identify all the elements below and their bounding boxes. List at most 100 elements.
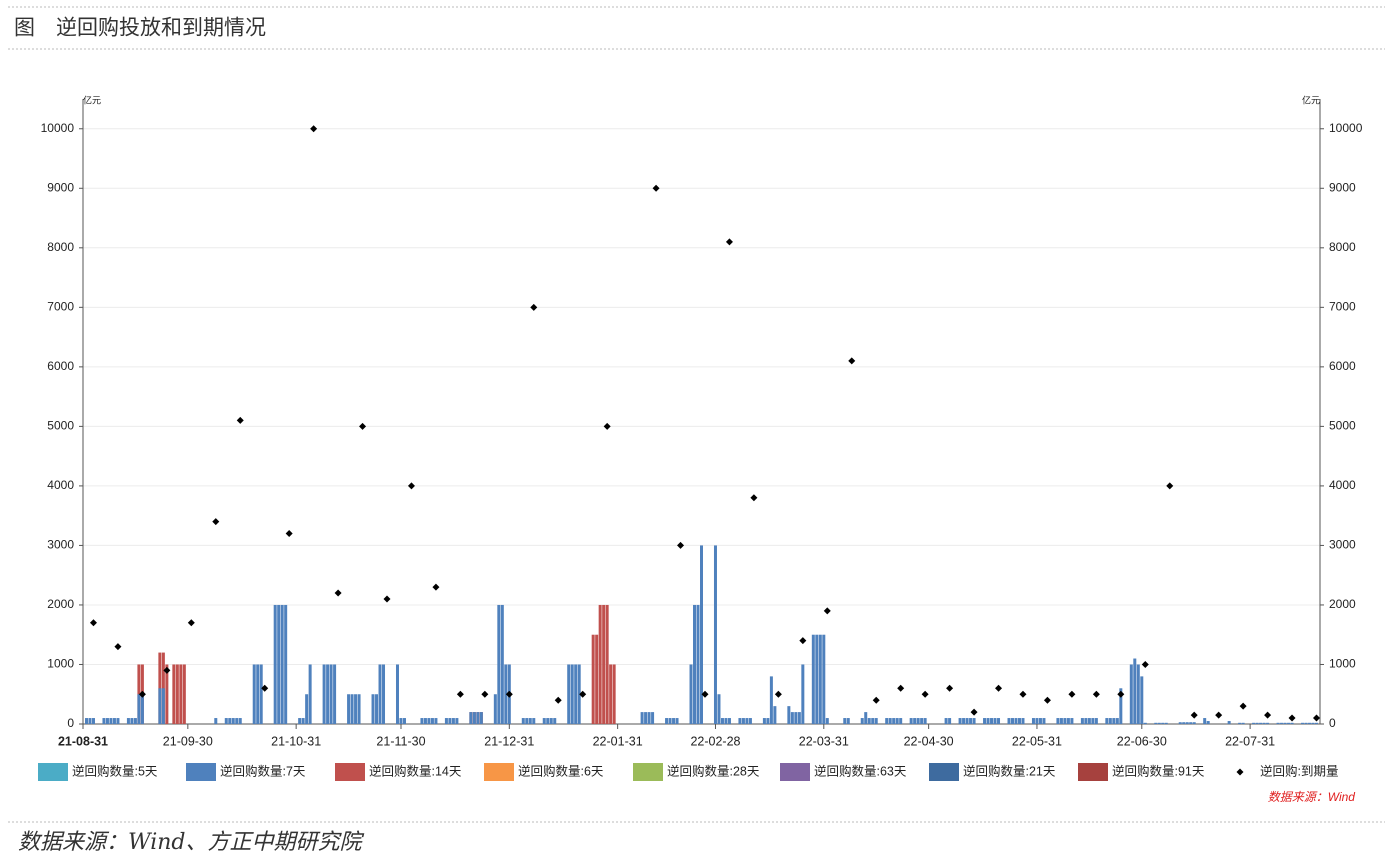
bar [1129,664,1133,724]
bar [1108,718,1112,724]
bar [1112,718,1116,724]
bar [1259,722,1263,724]
maturity-point [114,643,122,651]
bar [382,664,386,724]
bar [675,718,679,724]
bar [797,712,801,724]
bar [794,712,798,724]
bar [944,718,948,724]
maturity-point [310,125,318,133]
bar [395,664,399,724]
maturity-point [89,619,97,627]
bar [1140,676,1144,724]
bar [546,718,550,724]
bar [347,694,351,724]
bar [165,664,169,724]
bar [402,718,406,724]
bar [322,664,326,724]
bar [738,718,742,724]
y-tick-label: 9000 [47,180,74,194]
bar [1206,721,1210,724]
bar [280,604,284,724]
bar [801,664,805,724]
bar [874,718,878,724]
bar [609,664,613,724]
bar [1094,718,1098,724]
x-tick-label: 22-03-31 [799,734,849,748]
maturity-point [261,684,269,692]
bar [469,712,473,724]
bar [846,718,850,724]
y-tick-label: 4000 [47,478,74,492]
bar [1031,718,1035,724]
maturity-point [1215,711,1223,719]
bar [1192,722,1196,724]
bar [1143,722,1147,724]
bar [1087,718,1091,724]
bar [567,664,571,724]
bar [1133,658,1137,724]
bar [476,712,480,724]
legend-label: 逆回购数量:91天 [1112,763,1205,778]
bar [602,604,606,724]
bar [1066,718,1070,724]
bar [762,718,766,724]
bar [1021,718,1025,724]
legend-swatch [929,763,959,781]
bar [867,718,871,724]
bar [1227,721,1231,724]
maturity-point [1190,711,1198,719]
bar [909,718,913,724]
bar [990,718,994,724]
bar [84,718,88,724]
bar [172,664,176,724]
bar [333,664,337,724]
maturity-point [212,518,220,526]
bar [378,664,382,724]
bar [843,718,847,724]
bar [570,664,574,724]
bar [528,718,532,724]
bar [647,712,651,724]
y2-tick-label: 0 [1329,716,1336,730]
bar [920,718,924,724]
maturity-point [456,690,464,698]
bar [493,694,497,724]
bar [1262,722,1266,724]
maturity-point [407,482,415,490]
bar [689,664,693,724]
bar [1136,664,1140,724]
x-tick-label: 22-05-31 [1012,734,1062,748]
bar [1185,722,1189,724]
bar [962,718,966,724]
bar [298,718,302,724]
maturity-point [432,583,440,591]
bar [451,718,455,724]
bar [769,676,773,724]
bar [1084,718,1088,724]
bar [256,664,260,724]
bar [430,718,434,724]
y2-tick-label: 8000 [1329,240,1356,254]
bar [651,712,655,724]
bar [1164,722,1168,724]
bar [1157,722,1161,724]
bar [357,694,361,724]
bar [913,718,917,724]
bar [329,664,333,724]
y2-tick-label: 4000 [1329,478,1356,492]
bar [948,718,952,724]
bar [91,718,95,724]
bar [640,712,644,724]
bar [1304,722,1308,724]
y-tick-label: 7000 [47,300,74,314]
bar [595,634,599,724]
bar [277,604,281,724]
y-tick-label: 10000 [41,121,75,135]
bar [112,718,116,724]
bar [825,718,829,724]
maturity-point [603,422,611,430]
source-note: 数据来源：Wind [1268,790,1356,804]
x-tick-label: 21-10-31 [271,734,321,748]
bar [354,694,358,724]
